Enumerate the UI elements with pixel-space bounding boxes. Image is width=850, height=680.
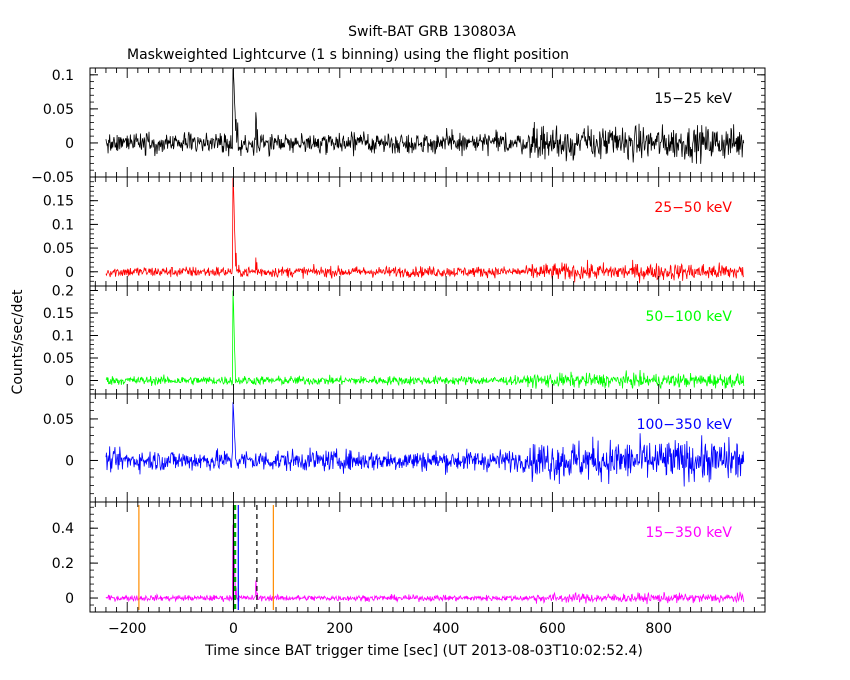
y-tick-label: 0.15 [43, 306, 74, 322]
band-label: 50−100 keV [645, 309, 732, 325]
band-label: 100−350 keV [637, 417, 733, 433]
series-line [105, 402, 745, 487]
y-axis-label: Counts/sec/det [10, 289, 26, 394]
series-line [105, 177, 745, 284]
chart-title: Swift-BAT GRB 130803A [348, 24, 516, 40]
band-label: 25−50 keV [654, 200, 732, 216]
x-tick-label: 400 [433, 621, 460, 637]
y-tick-label: 0.05 [43, 412, 74, 428]
panel-4: 0 0.2 0.4 15−350 keV [52, 501, 766, 613]
y-tick-label: 0.1 [52, 217, 74, 233]
panel-frame [89, 67, 766, 178]
panels-group: −0.05 0 0.05 0.1 15−25 keV 0 0.05 0.1 0.15 25−50 … [31, 67, 766, 637]
panel-2: 0 0.05 0.1 0.15 0.2 50−100 keV [43, 284, 766, 395]
y-tick-label: 0.1 [52, 329, 74, 345]
y-tick-label: −0.05 [31, 170, 74, 186]
panel-1: 0 0.05 0.1 0.15 25−50 keV [43, 176, 766, 287]
y-tick-label: 0.2 [52, 284, 74, 300]
band-label: 15−350 keV [645, 525, 732, 541]
panel-frame [89, 501, 766, 613]
y-tick-label: 0 [65, 136, 74, 152]
y-tick-label: 0.2 [52, 556, 74, 572]
y-tick-label: 0.1 [52, 68, 74, 84]
series-line [105, 290, 745, 390]
panel-frame [89, 393, 766, 503]
series-line [105, 68, 745, 164]
y-tick-label: 0 [65, 374, 74, 390]
x-tick-label: 600 [539, 621, 566, 637]
y-tick-label: 0.05 [43, 351, 74, 367]
x-tick-label: −200 [108, 621, 146, 637]
x-tick-label: 800 [645, 621, 672, 637]
y-tick-label: 0 [65, 591, 74, 607]
y-tick-label: 0.05 [43, 241, 74, 257]
panel-3: 0 0.05 100−350 keV [43, 393, 766, 503]
y-tick-label: 0 [65, 265, 74, 281]
band-label: 15−25 keV [654, 91, 732, 107]
y-tick-label: 0 [65, 453, 74, 469]
y-tick-label: 0.15 [43, 194, 74, 210]
series-line [105, 524, 745, 605]
y-tick-label: 0.05 [43, 102, 74, 118]
x-tick-label: 200 [326, 621, 353, 637]
x-axis-label: Time since BAT trigger time [sec] (UT 20… [204, 643, 643, 659]
panel-0: −0.05 0 0.05 0.1 15−25 keV [31, 67, 766, 186]
chart-subtitle: Maskweighted Lightcurve (1 s binning) us… [127, 47, 569, 63]
y-tick-label: 0.4 [52, 521, 74, 537]
x-tick-label: 0 [229, 621, 238, 637]
